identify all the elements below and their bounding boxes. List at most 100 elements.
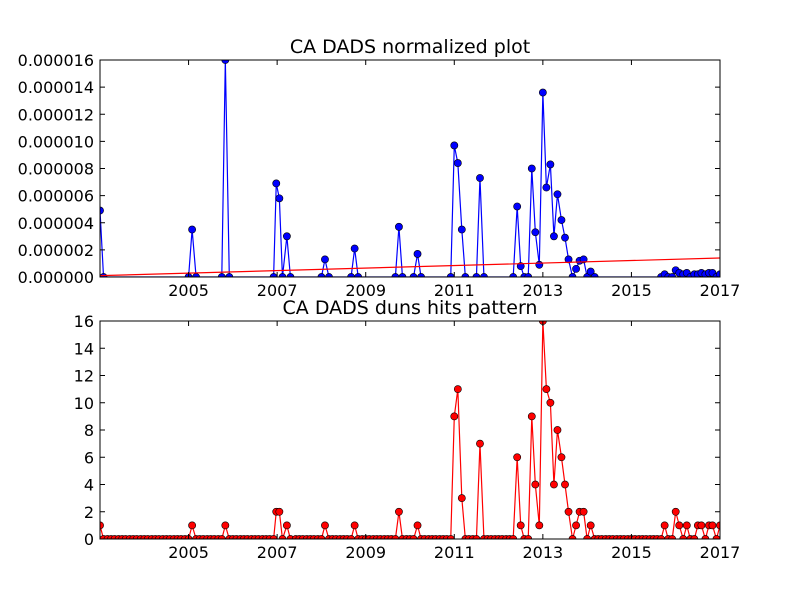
chart-2-data-point: [531, 480, 540, 489]
chart-2-data-point: [579, 507, 588, 516]
chart-1-data-point: [546, 160, 555, 169]
chart-1-y-tick-label: 0.000000: [18, 268, 94, 287]
chart-2-data-point: [657, 535, 665, 539]
chart-1-data-point: [395, 222, 403, 231]
chart-2-data-point: [586, 521, 595, 530]
chart-2-data-point: [527, 412, 536, 421]
chart-1-x-tick-label: 2009: [345, 281, 386, 300]
chart-1-y-tick-label: 0.000010: [18, 132, 94, 151]
chart-1-data-point: [476, 174, 484, 182]
chart-2-data-point: [524, 535, 533, 539]
chart-1-x-tick-label: 2013: [522, 281, 563, 300]
chart-2-data-point: [275, 507, 284, 516]
chart-1-data-point: [272, 179, 281, 188]
chart-2-data-point: [712, 535, 720, 539]
chart-2-y-tick-label: 4: [84, 476, 94, 495]
chart-2-data-point: [395, 507, 403, 516]
chart-1-x-tick-label: 2015: [611, 281, 652, 300]
chart-1-y-tick-label: 0.000004: [18, 214, 94, 233]
chart-2-data-point: [675, 521, 684, 530]
chart-2-data-point: [457, 494, 466, 503]
chart-2-data-point: [217, 535, 226, 539]
chart-1-data-point: [550, 232, 558, 241]
chart-1-data-point: [579, 255, 588, 264]
chart-1-data-point: [350, 244, 359, 253]
chart-2-data-point: [221, 521, 230, 530]
chart-1-data-point: [542, 183, 551, 192]
chart-1-data-point: [535, 260, 544, 269]
chart-2-x-tick-label: 2007: [257, 543, 298, 562]
chart-1-data-point: [450, 141, 459, 150]
chart-2-data-point: [660, 521, 669, 530]
chart-2-data-point: [317, 535, 326, 539]
chart-2-y-tick-label: 10: [74, 394, 94, 413]
chart-2-data-point: [282, 521, 291, 530]
chart-2-data-point: [671, 507, 680, 516]
chart-2-data-point: [708, 521, 717, 530]
chart-1-data-point: [538, 88, 547, 97]
chart-1-data-point: [321, 255, 329, 264]
chart-1-y-tick-label: 0.000006: [18, 187, 94, 206]
chart-1-data-point: [275, 194, 284, 203]
chart-1-y-tick-label: 0.000008: [18, 160, 94, 179]
chart-1-data-point: [413, 250, 422, 258]
chart-2-data-point: [583, 535, 592, 539]
chart-1-y-tick-label: 0.000014: [18, 78, 94, 97]
chart-2-data-point: [564, 507, 573, 516]
chart-1-x-tick-label: 2011: [434, 281, 475, 300]
chart-1-data-point: [557, 216, 566, 224]
chart-1-data-point: [457, 225, 466, 234]
chart-2-y-tick-label: 6: [84, 448, 94, 467]
chart-1-data-point: [716, 270, 720, 277]
chart-2-data-point: [697, 521, 706, 530]
chart-2-data-point: [572, 521, 580, 530]
chart-2-data-point: [716, 521, 720, 530]
chart-2-data-point: [350, 521, 359, 530]
chart-2-data-point: [509, 535, 518, 539]
chart-2-data-point: [690, 535, 699, 539]
chart-2-y-tick-label: 12: [74, 367, 94, 386]
chart-2-data-point: [550, 480, 558, 489]
chart-2-data-point: [546, 398, 555, 407]
chart-1-title: CA DADS normalized plot: [290, 36, 530, 58]
chart-1-data-point: [527, 164, 536, 173]
chart-1-x-tick-label: 2005: [168, 281, 209, 300]
chart-2-data-point: [679, 535, 688, 539]
chart-1-plot-area: [100, 60, 720, 277]
chart-1-data-point: [553, 190, 562, 199]
chart-2-data-point: [453, 385, 462, 394]
chart-2-data-point: [278, 535, 287, 539]
chart-1-series-2-line: [100, 257, 720, 277]
chart-2-data-point: [321, 521, 329, 530]
chart-2-data-point: [542, 385, 551, 394]
chart-2-data-point: [188, 521, 197, 530]
chart-2-data-point: [668, 535, 677, 539]
chart-2-data-point: [446, 535, 455, 539]
chart-2-y-tick-label: 2: [84, 503, 94, 522]
chart-2-data-point: [476, 439, 484, 448]
chart-2-data-point: [391, 535, 400, 539]
chart-1-data-point: [561, 233, 569, 242]
chart-1-data-point: [516, 262, 525, 271]
chart-1-x-tick-label: 2017: [700, 281, 741, 300]
chart-1-data-point: [188, 225, 197, 234]
chart-2-data-point: [472, 535, 481, 539]
chart-2-x-tick-label: 2005: [168, 543, 209, 562]
chart-2-data-point: [516, 521, 525, 530]
chart-2-data-point: [701, 535, 710, 539]
chart-2-y-tick-label: 0: [84, 530, 94, 549]
chart-2-x-tick-label: 2017: [700, 543, 741, 562]
chart-1-x-tick-label: 2007: [257, 281, 298, 300]
chart-1-data-point: [531, 228, 540, 237]
chart-1-data-point: [282, 232, 291, 241]
chart-2-data-point: [553, 426, 562, 434]
chart-2-data-point: [409, 535, 418, 539]
chart-2-y-tick-label: 8: [84, 421, 94, 440]
chart-2-data-point: [535, 521, 544, 530]
chart-1-data-point: [586, 267, 595, 276]
chart-1-data-point: [453, 159, 462, 167]
chart-2-data-point: [557, 453, 566, 462]
